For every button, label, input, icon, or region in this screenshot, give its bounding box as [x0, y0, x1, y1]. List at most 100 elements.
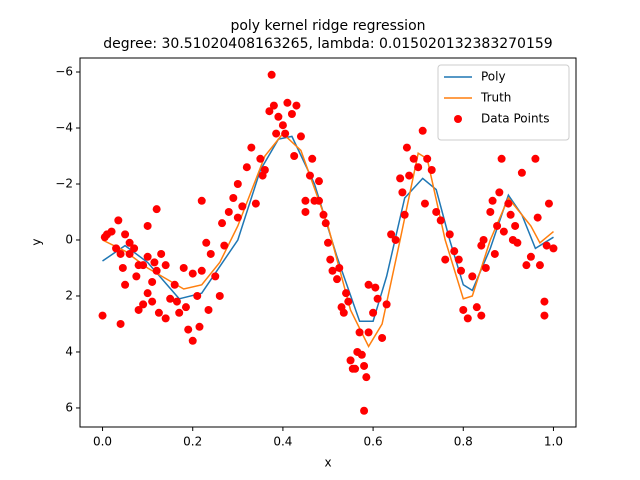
data-point [107, 227, 116, 236]
data-point [116, 319, 125, 328]
data-point [290, 151, 299, 160]
data-point [324, 238, 332, 247]
data-point [493, 221, 502, 230]
data-point [535, 261, 544, 270]
data-point [188, 269, 197, 278]
data-point [114, 216, 123, 225]
y-tick-label: −4 [55, 120, 73, 134]
data-point [112, 244, 121, 253]
data-point [202, 238, 211, 247]
data-point [378, 333, 387, 342]
data-point [172, 297, 181, 306]
line [102, 132, 554, 348]
data-point [148, 277, 157, 286]
data-point [432, 207, 441, 216]
data-point [121, 230, 130, 239]
data-point [292, 101, 301, 110]
y-axis-label: y [30, 238, 44, 245]
y-tick-label: 0 [65, 232, 73, 246]
data-point [544, 199, 553, 208]
x-tick-label: 0.0 [93, 435, 112, 449]
data-point [188, 336, 197, 345]
data-point [398, 188, 407, 197]
x-tick-label: 0.2 [183, 435, 202, 449]
data-point [161, 314, 170, 323]
data-point [301, 207, 310, 216]
data-point [184, 325, 193, 334]
data-point [477, 311, 486, 320]
data-point [513, 238, 522, 247]
y-tick-label: 4 [65, 344, 73, 358]
data-point [301, 196, 310, 205]
data-point [342, 289, 351, 298]
data-point [161, 261, 170, 270]
data-point [139, 300, 148, 309]
data-point [463, 314, 472, 323]
data-point [314, 196, 323, 205]
data-point [497, 154, 506, 163]
x-tick-label: 0.6 [364, 435, 383, 449]
data-point [130, 244, 139, 253]
data-point [308, 154, 317, 163]
data-point [170, 280, 179, 289]
data-point [224, 207, 233, 216]
data-point [351, 364, 360, 373]
data-point [193, 291, 202, 300]
data-point [382, 300, 391, 309]
data-point [139, 261, 148, 270]
data-point [387, 230, 396, 239]
data-point [121, 280, 130, 289]
data-point [274, 112, 283, 121]
legend-label: Data Points [481, 112, 550, 126]
data-point [197, 196, 206, 205]
data-point [445, 230, 454, 239]
data-point [143, 289, 152, 298]
data-point [542, 241, 551, 250]
data-point [242, 163, 251, 172]
data-point [296, 132, 305, 141]
data-point [152, 266, 161, 275]
line [102, 135, 554, 322]
x-tick-label: 0.4 [273, 435, 292, 449]
y-tick-label: −2 [55, 176, 73, 190]
data-point [328, 266, 337, 275]
data-point [490, 249, 499, 258]
data-point [148, 297, 157, 306]
data-point [211, 272, 220, 281]
data-point [405, 171, 414, 180]
data-point [531, 154, 540, 163]
data-point [346, 356, 355, 365]
data-point [486, 207, 495, 216]
data-point [233, 179, 242, 188]
data-point [409, 154, 418, 163]
data-point [371, 283, 380, 292]
data-point [272, 129, 281, 138]
data-point [175, 308, 184, 317]
data-point [233, 213, 242, 222]
data-point [396, 174, 405, 183]
data-point [260, 165, 269, 174]
data-point [269, 101, 278, 110]
data-point [281, 129, 290, 138]
data-point [423, 154, 432, 163]
y-tick-label: 2 [65, 288, 73, 302]
data-point [454, 255, 463, 264]
data-point [369, 308, 378, 317]
data-point [204, 305, 213, 314]
data-point [522, 261, 531, 270]
data-point [344, 297, 353, 306]
data-point [436, 216, 445, 225]
data-point [132, 272, 141, 281]
data-point [526, 252, 535, 261]
data-point [218, 219, 227, 228]
data-point [373, 294, 382, 303]
data-point [283, 98, 292, 107]
data-point [339, 308, 348, 317]
data-point [414, 163, 423, 172]
data-point [98, 311, 107, 320]
data-point [220, 241, 229, 250]
legend-label: Poly [481, 70, 506, 84]
y-tick-label: −6 [55, 64, 73, 78]
data-point [364, 328, 373, 337]
